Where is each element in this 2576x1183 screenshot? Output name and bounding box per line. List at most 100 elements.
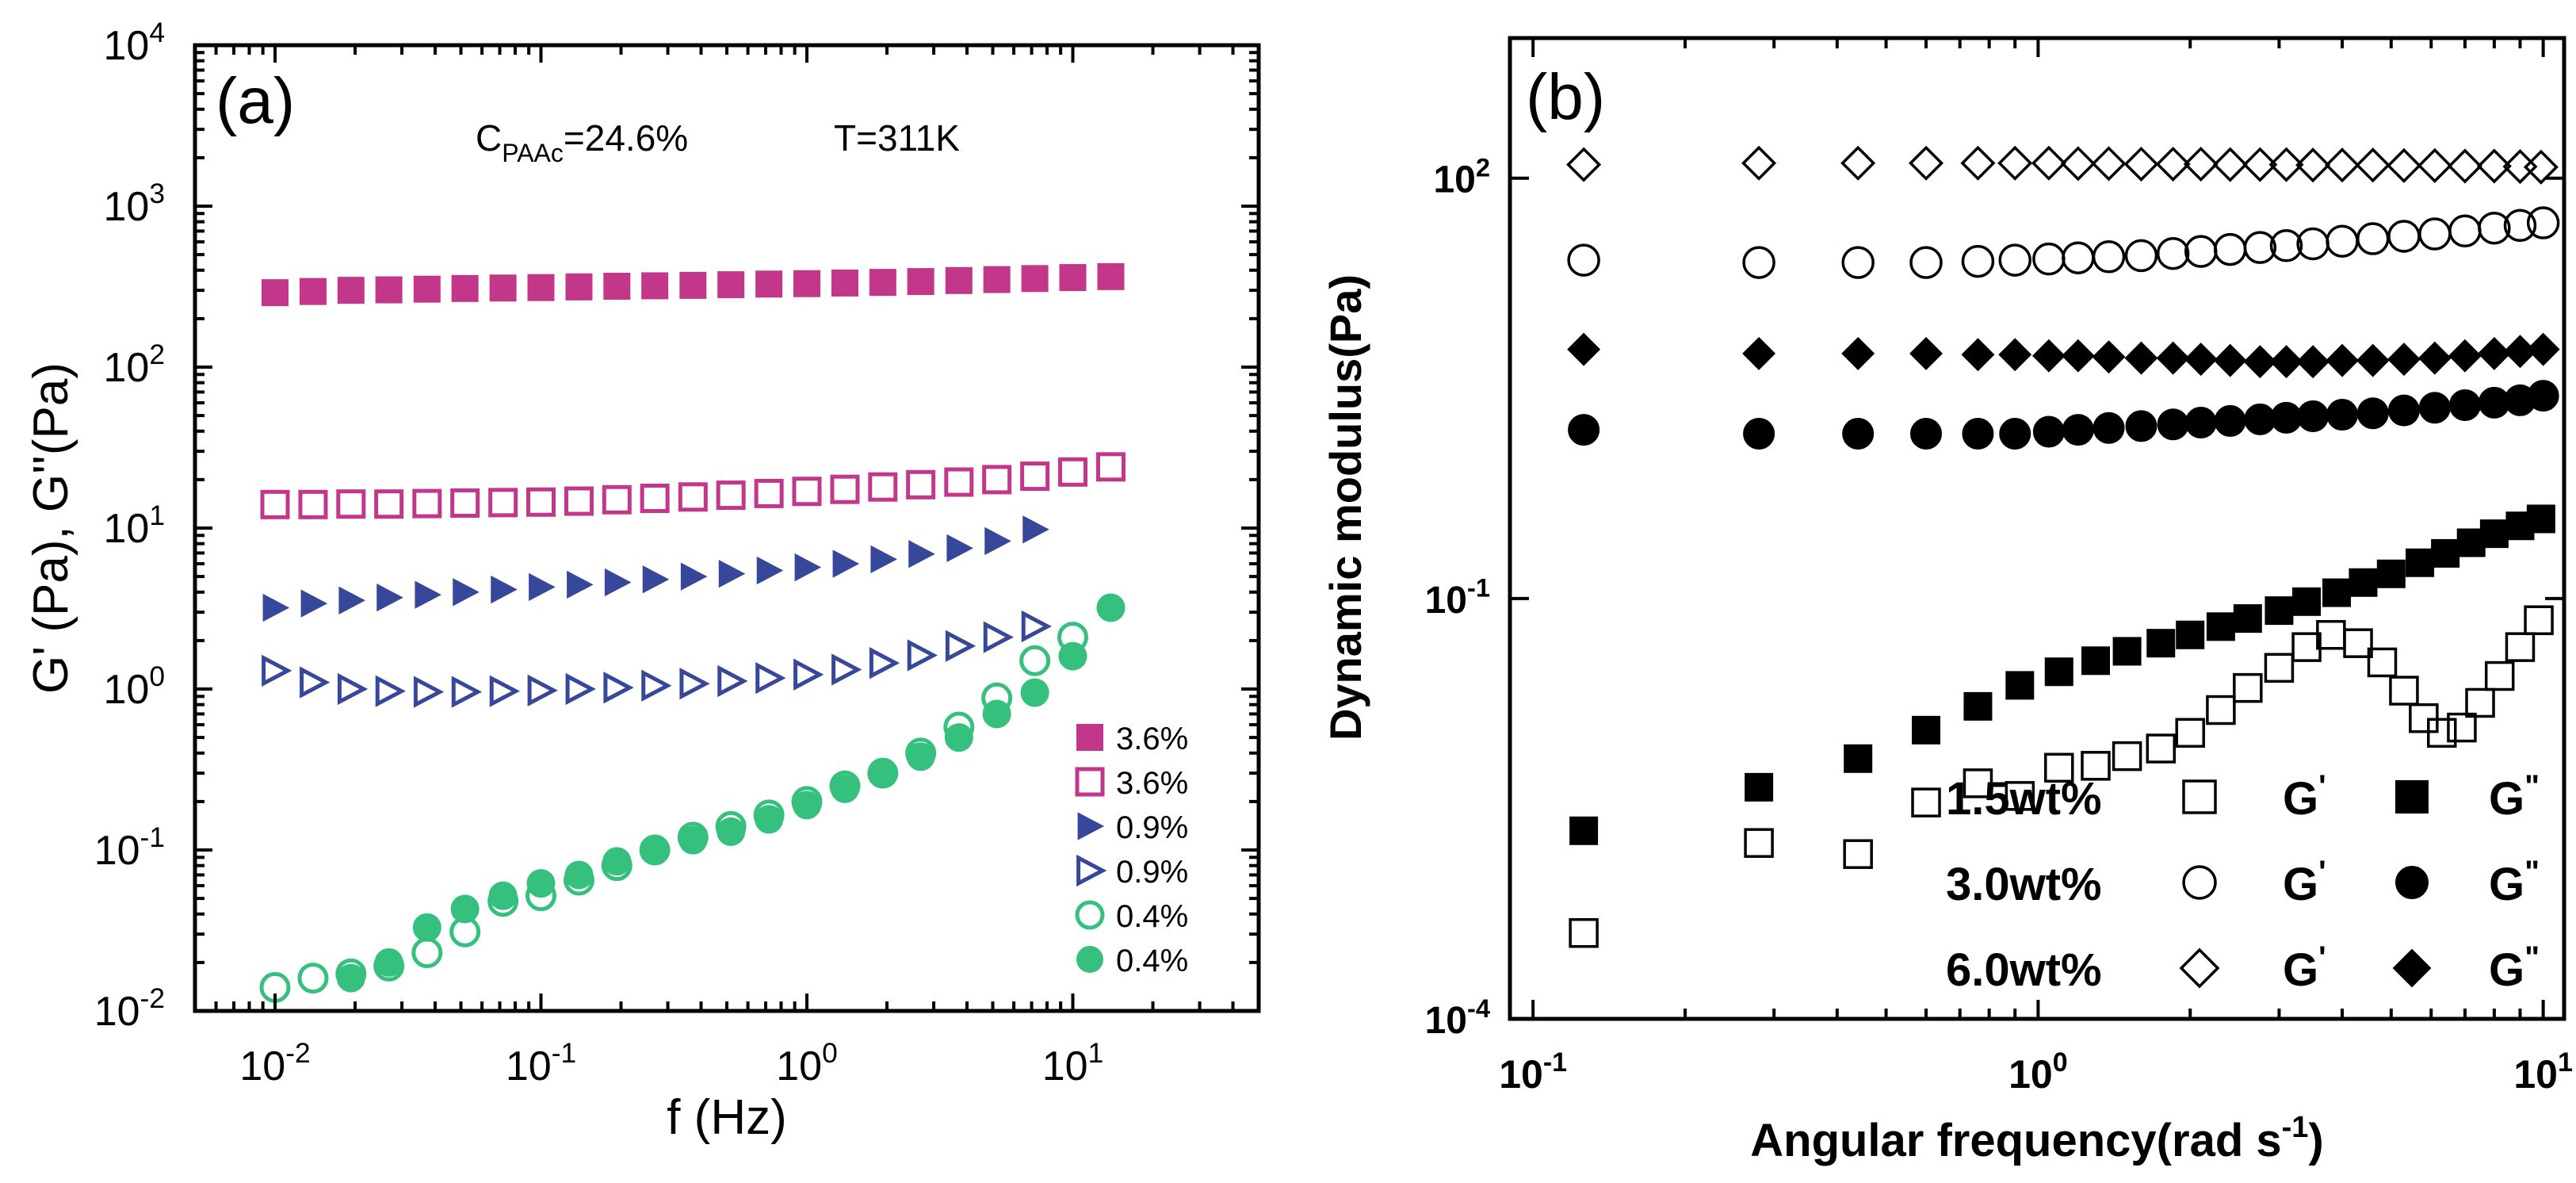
data-point <box>488 881 518 910</box>
data-point <box>792 477 822 507</box>
data-point <box>2387 394 2420 427</box>
data-point <box>1569 917 1599 948</box>
legend-marker <box>1076 946 1103 973</box>
panel-a-temperature-annotation: T=311K <box>834 117 960 159</box>
data-point <box>1997 145 2033 181</box>
data-point <box>2527 380 2559 412</box>
data-point <box>2176 620 2205 649</box>
data-point <box>262 654 292 687</box>
data-point <box>2060 146 2096 182</box>
legend-marker-filled <box>2395 780 2429 814</box>
data-point <box>2123 146 2159 182</box>
data-point <box>944 723 973 752</box>
data-point <box>2448 389 2481 421</box>
data-point <box>907 268 934 296</box>
data-point <box>564 860 594 890</box>
data-point <box>299 278 327 305</box>
panel-a-legend: 3.6% 3.6% 0.9% 0.9% 0.4% 0.4% <box>1075 722 1188 978</box>
data-point <box>337 672 369 706</box>
data-point <box>1567 332 1601 366</box>
panel-b-legend: 1.5wt% G' G" 3.0wt% G' G" 6.0wt% G' G" <box>1946 769 2540 996</box>
y-tick-label: 10-2 <box>94 983 165 1035</box>
data-point <box>2427 718 2457 748</box>
data-point <box>2092 340 2126 374</box>
data-point <box>2233 604 2262 634</box>
data-point <box>413 275 441 303</box>
data-point <box>450 488 480 518</box>
data-point <box>2124 341 2158 375</box>
data-point <box>1742 336 1776 370</box>
data-point <box>2155 146 2191 182</box>
data-point <box>336 963 365 993</box>
data-point <box>2356 397 2389 430</box>
data-point <box>2326 343 2360 377</box>
data-point <box>2356 343 2390 377</box>
data-point <box>1963 768 1993 798</box>
legend-label: 0.4% <box>1116 899 1188 934</box>
legend-label: 3.0wt% <box>1946 859 2102 910</box>
y-tick-label: 102 <box>103 339 165 391</box>
x-tick-label: 101 <box>2513 1047 2573 1097</box>
data-point <box>792 791 821 820</box>
data-point <box>2146 733 2177 764</box>
data-point <box>1020 678 1049 707</box>
x-tick-label: 101 <box>1042 1038 1104 1089</box>
data-point <box>2297 400 2329 432</box>
data-point <box>678 482 708 512</box>
data-point <box>2526 504 2555 534</box>
data-point <box>2264 653 2295 683</box>
x-tick-label: 100 <box>776 1038 838 1089</box>
data-point <box>2081 646 2110 676</box>
data-point <box>2387 343 2421 377</box>
data-point <box>2376 559 2406 588</box>
legend-g-double-prime: G" <box>2489 855 2540 910</box>
data-point <box>2081 751 2111 781</box>
legend-label: 0.9% <box>1116 855 1188 890</box>
legend-marker <box>1075 900 1105 930</box>
data-point <box>337 277 365 304</box>
data-point <box>1569 816 1599 845</box>
data-point <box>982 465 1012 495</box>
data-point <box>2243 345 2277 379</box>
data-point <box>338 586 365 614</box>
legend-label: 3.6% <box>1116 722 1188 756</box>
data-point <box>2091 146 2127 182</box>
data-point <box>984 526 1011 556</box>
data-point <box>2157 408 2189 441</box>
data-point <box>983 266 1011 293</box>
x-tick-label: 100 <box>2008 1047 2068 1097</box>
data-point <box>526 869 556 898</box>
data-point <box>642 565 670 594</box>
data-point <box>526 487 556 517</box>
data-point <box>413 676 445 708</box>
data-point <box>1568 414 1600 446</box>
data-point <box>1961 244 1995 278</box>
legend-marker <box>1076 724 1103 751</box>
data-point <box>640 484 670 514</box>
data-point <box>2326 399 2359 431</box>
data-point <box>793 270 820 297</box>
data-point <box>2213 343 2247 377</box>
data-point <box>944 467 974 497</box>
data-point <box>336 489 366 519</box>
legend-label: 1.5wt% <box>1946 773 2102 825</box>
panel-b-x-axis-label: Angular frequency(rad s-1) <box>1750 1111 2324 1166</box>
y-tick-label: 102 <box>1433 153 1490 201</box>
data-point <box>678 825 708 855</box>
panel-a-composition-annotation: CPAAc=24.6% <box>476 117 688 167</box>
data-point <box>1912 715 1941 745</box>
data-point <box>1999 418 2031 450</box>
data-point <box>756 556 784 585</box>
legend-g-prime: G' <box>2283 855 2326 910</box>
data-point <box>567 570 594 599</box>
data-point <box>2526 332 2560 366</box>
data-point <box>2242 147 2278 182</box>
data-point <box>1741 145 1777 181</box>
data-point <box>1962 418 1994 450</box>
data-point <box>718 559 746 588</box>
data-point <box>2031 339 2066 373</box>
legend-g-double-prime: G" <box>2489 769 2540 825</box>
data-point <box>754 478 784 508</box>
panel-a-data-marks <box>259 262 1126 1003</box>
